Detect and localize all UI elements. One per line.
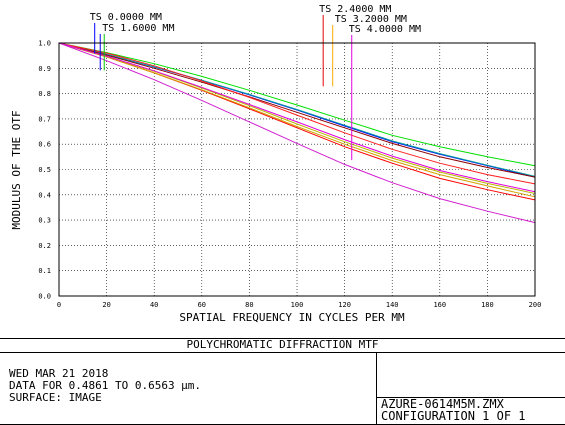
y-tick-label: 0.6 [38, 141, 51, 149]
y-tick-label: 0.8 [38, 90, 51, 98]
y-tick-label: 0.1 [38, 267, 51, 275]
x-tick-label: 100 [291, 301, 304, 309]
field-legend-label: TS 4.0000 MM [349, 24, 421, 35]
y-tick-label: 0.9 [38, 65, 51, 73]
file-name: AZURE-0614M5M.ZMX [381, 397, 504, 411]
wavelength-range: DATA FOR 0.4861 TO 0.6563 µm. [9, 379, 202, 392]
field-legend-label: TS 2.4000 MM [319, 4, 391, 15]
y-tick-label: 0.3 [38, 217, 51, 225]
series-line-3 [58, 42, 536, 167]
report-date: WED MAR 21 2018 [9, 367, 109, 380]
series-line-10 [58, 42, 536, 224]
x-tick-label: 20 [102, 301, 110, 309]
chart-series [58, 42, 536, 224]
x-axis-label: SPATIAL FREQUENCY IN CYCLES PER MM [179, 311, 405, 324]
plot-border [58, 42, 536, 297]
x-tick-label: 140 [386, 301, 399, 309]
field-legend-label: TS 1.6000 MM [102, 23, 174, 34]
x-tick-label: 80 [245, 301, 253, 309]
chart-ticks: 0 20 40 60 80 100 120 140 160 180 200 0.0 0.1 0.2 0.3 0… [38, 40, 541, 310]
series-line-7 [58, 42, 536, 198]
y-axis-label: MODULUS OF THE OTF [10, 110, 23, 229]
surface-label: SURFACE: IMAGE [9, 391, 102, 404]
field-legend-label: TS 3.2000 MM [335, 14, 407, 25]
y-tick-label: 1.0 [38, 40, 51, 48]
series-line-9 [58, 42, 536, 193]
x-tick-label: 160 [433, 301, 446, 309]
y-tick-label: 0.7 [38, 115, 51, 123]
x-tick-label: 200 [529, 301, 542, 309]
x-tick-label: 120 [338, 301, 351, 309]
y-tick-label: 0.2 [38, 242, 51, 250]
y-tick-label: 0.0 [38, 293, 51, 301]
series-line-2 [58, 42, 536, 177]
chart-title: POLYCHROMATIC DIFFRACTION MTF [186, 338, 379, 351]
y-tick-label: 0.5 [38, 166, 51, 174]
chart-grid [59, 43, 535, 296]
x-tick-label: 40 [150, 301, 158, 309]
x-tick-label: 0 [57, 301, 61, 309]
x-tick-label: 180 [481, 301, 494, 309]
x-tick-label: 60 [198, 301, 206, 309]
y-tick-label: 0.4 [38, 191, 51, 199]
series-line-4 [58, 42, 536, 178]
series-line-6 [58, 42, 536, 185]
configuration-label: CONFIGURATION 1 OF 1 [381, 409, 526, 423]
field-legend-label: TS 0.0000 MM [90, 12, 162, 23]
